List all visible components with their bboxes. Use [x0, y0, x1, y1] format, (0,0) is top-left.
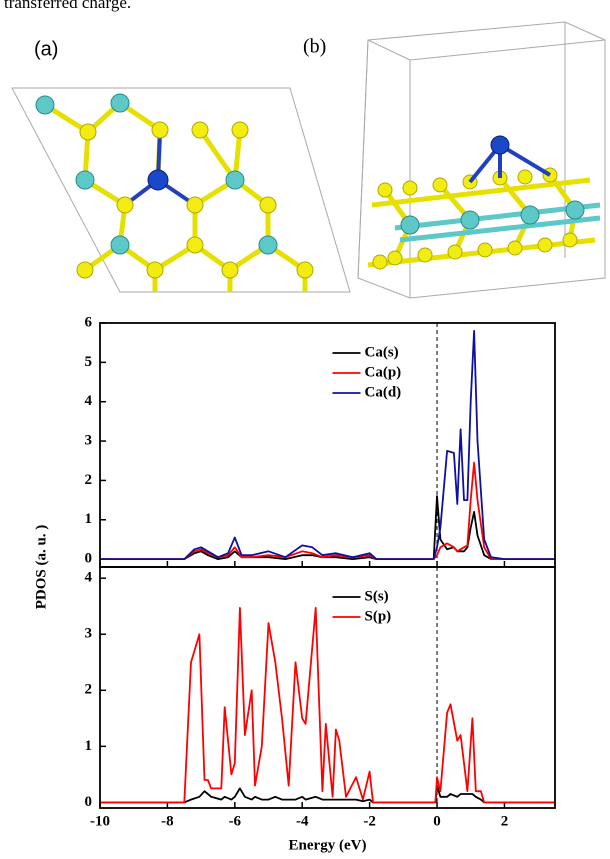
y-axis-label: PDOS (a. u. ): [33, 525, 49, 610]
pdos-plots: 0 1 2 3 4 5 6 Ca(s) Ca(p) Ca(d) PDOS (a. u. ) 0 1 2 3 4…: [33, 314, 555, 853]
x-tick-label: -2: [363, 813, 376, 829]
structure-top-view: [12, 88, 350, 292]
y-tick-label: 0: [85, 794, 93, 810]
y-tick-label: 5: [85, 354, 93, 370]
figure: transferred charge. (a) (b): [0, 0, 610, 859]
y-tick-label: 0: [85, 551, 93, 567]
x-tick-label: -10: [90, 813, 110, 829]
x-tick-label: 0: [433, 813, 441, 829]
legend-label: S(s): [365, 588, 389, 604]
series-line: [100, 608, 555, 803]
y-tick-label: 1: [85, 738, 93, 754]
x-tick-label: 2: [501, 813, 509, 829]
x-axis-label: Energy (eV): [289, 837, 367, 853]
legend-label: S(p): [365, 608, 392, 624]
x-tick-label: -6: [229, 813, 242, 829]
x-tick-label: -4: [296, 813, 309, 829]
legend-label: Ca(p): [365, 364, 402, 380]
y-tick-label: 3: [85, 626, 93, 642]
y-tick-label: 1: [85, 511, 93, 527]
header-text: transferred charge.: [4, 0, 131, 12]
y-tick-label: 4: [85, 570, 93, 586]
series-line: [100, 786, 555, 803]
plot-frame: [100, 567, 555, 808]
y-tick-label: 3: [85, 433, 93, 449]
series-line: [100, 331, 555, 559]
panel-label: (a): [34, 38, 58, 60]
plot-frame: [100, 323, 555, 567]
y-tick-label: 2: [85, 472, 93, 488]
y-tick-label: 2: [85, 682, 93, 698]
x-tick-label: -8: [161, 813, 174, 829]
y-tick-label: 6: [85, 314, 93, 330]
legend-label: Ca(d): [365, 384, 402, 400]
panel-label: (b): [303, 36, 326, 58]
series-line: [100, 496, 555, 559]
legend-label: Ca(s): [365, 344, 399, 360]
y-tick-label: 4: [85, 393, 93, 409]
